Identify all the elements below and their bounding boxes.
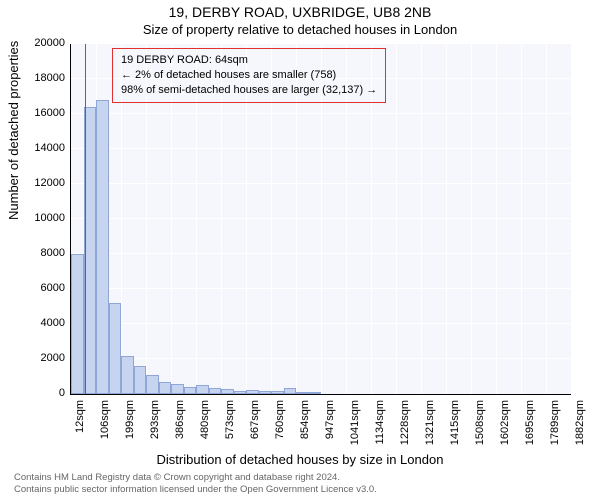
histogram-bar	[146, 375, 159, 394]
histogram-bar	[284, 388, 297, 394]
y-tick-label: 12000	[5, 177, 65, 189]
histogram-bar	[234, 391, 247, 395]
gridline-v	[471, 44, 472, 394]
y-tick-label: 0	[5, 387, 65, 399]
gridline-v	[571, 44, 572, 394]
histogram-bar	[209, 388, 221, 394]
y-axis-title: Number of detached properties	[6, 41, 21, 220]
histogram-bar	[121, 356, 134, 395]
fineprint-line: Contains public sector information licen…	[14, 484, 377, 495]
gridline-v	[446, 44, 447, 394]
y-tick-label: 14000	[5, 142, 65, 154]
annotation-line: ← 2% of detached houses are smaller (758…	[121, 68, 377, 83]
y-tick-label: 6000	[5, 282, 65, 294]
fineprint-line: Contains HM Land Registry data © Crown c…	[14, 472, 377, 483]
histogram-bar	[184, 387, 197, 394]
annotation-box: 19 DERBY ROAD: 64sqm ← 2% of detached ho…	[112, 48, 386, 103]
y-tick-label: 16000	[5, 107, 65, 119]
y-tick-label: 8000	[5, 247, 65, 259]
marker-line	[85, 44, 86, 394]
y-tick-label: 20000	[5, 37, 65, 49]
histogram-bar	[296, 392, 309, 394]
chart-title-line1: 19, DERBY ROAD, UXBRIDGE, UB8 2NB	[0, 4, 600, 20]
histogram-bar	[71, 254, 84, 394]
histogram-bar	[196, 385, 209, 394]
y-tick-label: 18000	[5, 72, 65, 84]
fineprint: Contains HM Land Registry data © Crown c…	[14, 472, 377, 495]
histogram-bar	[259, 391, 271, 394]
gridline-v	[496, 44, 497, 394]
histogram-bar	[159, 382, 171, 394]
histogram-bar	[109, 303, 121, 394]
chart-title-line2: Size of property relative to detached ho…	[0, 22, 600, 37]
annotation-line: 98% of semi-detached houses are larger (…	[121, 83, 377, 98]
histogram-bar	[221, 389, 234, 394]
histogram-bar	[246, 390, 259, 394]
y-tick-label: 10000	[5, 212, 65, 224]
chart-container: 19, DERBY ROAD, UXBRIDGE, UB8 2NB Size o…	[0, 0, 600, 500]
histogram-bar	[271, 391, 284, 394]
y-tick-label: 4000	[5, 317, 65, 329]
annotation-line: 19 DERBY ROAD: 64sqm	[121, 53, 377, 68]
histogram-bar	[96, 100, 109, 394]
histogram-bar	[309, 392, 321, 394]
x-axis-title: Distribution of detached houses by size …	[0, 452, 600, 467]
gridline-v	[421, 44, 422, 394]
histogram-bar	[171, 384, 184, 394]
histogram-bar	[134, 366, 147, 394]
gridline-v	[546, 44, 547, 394]
gridline-v	[396, 44, 397, 394]
y-tick-label: 2000	[5, 352, 65, 364]
gridline-v	[521, 44, 522, 394]
